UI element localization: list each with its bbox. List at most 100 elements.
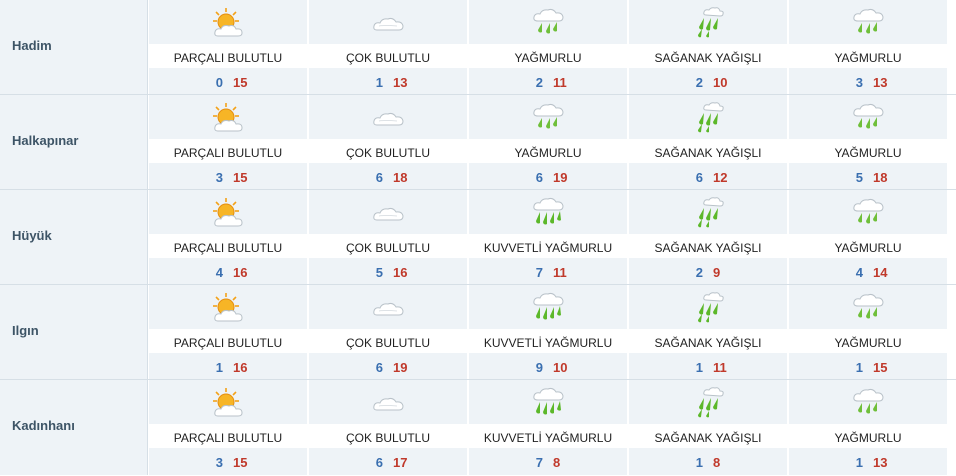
weather-description: PARÇALI BULUTLU [173, 146, 283, 160]
cell-band-bot [309, 448, 467, 475]
city-name[interactable]: Kadınhanı [12, 418, 75, 433]
min-temperature: 1 [695, 455, 703, 470]
cell-band-top [469, 95, 627, 139]
min-temperature: 6 [375, 170, 383, 185]
forecast-cell: YAĞMURLU 4 14 [789, 190, 947, 285]
cell-band-bot [629, 448, 787, 475]
min-temperature: 6 [535, 170, 543, 185]
min-temperature: 1 [855, 360, 863, 375]
max-temperature: 9 [713, 265, 721, 280]
max-temperature: 18 [393, 170, 408, 185]
heavy-rain-icon [530, 291, 566, 325]
partly-cloudy-icon [210, 291, 246, 325]
min-temperature: 5 [855, 170, 863, 185]
max-temperature: 18 [873, 170, 888, 185]
forecast-cell: ÇOK BULUTLU 5 16 [309, 190, 467, 285]
cell-band-top [789, 190, 947, 234]
cell-band-mid [789, 139, 947, 163]
cell-band-top [789, 285, 947, 329]
cloudy-icon [370, 6, 406, 40]
city-name-cell: Kadınhanı [0, 380, 148, 475]
cell-band-top [789, 95, 947, 139]
cell-band-mid [789, 234, 947, 258]
temperature-range: 9 10 [469, 360, 627, 375]
cell-band-mid [629, 329, 787, 353]
temperature-range: 0 15 [149, 75, 307, 90]
cell-band-mid [789, 329, 947, 353]
temperature-range: 1 11 [629, 360, 787, 375]
temperature-range: 6 18 [309, 170, 467, 185]
partly-cloudy-icon [210, 386, 246, 420]
forecast-cell: PARÇALI BULUTLU 1 16 [149, 285, 307, 380]
weather-description: YAĞMURLU [514, 51, 582, 65]
weather-description: SAĞANAK YAĞIŞLI [654, 431, 762, 445]
max-temperature: 16 [393, 265, 408, 280]
cell-band-bot [149, 68, 307, 95]
max-temperature: 19 [553, 170, 568, 185]
city-row: Hüyük PARÇALI BULUTLU 4 16 ÇOK BULUTLU 5 16 KUV… [0, 190, 956, 285]
showers-icon [690, 386, 726, 420]
min-temperature: 9 [535, 360, 543, 375]
min-temperature: 5 [375, 265, 383, 280]
temperature-range: 4 16 [149, 265, 307, 280]
forecast-cell: YAĞMURLU 2 11 [469, 0, 627, 95]
city-name[interactable]: Hüyük [12, 228, 52, 243]
weather-description: YAĞMURLU [514, 146, 582, 160]
city-name[interactable]: Ilgın [12, 323, 39, 338]
max-temperature: 16 [233, 360, 248, 375]
max-temperature: 15 [233, 170, 248, 185]
city-name-cell: Hadim [0, 0, 148, 95]
min-temperature: 6 [375, 360, 383, 375]
temperature-range: 1 16 [149, 360, 307, 375]
weather-description: PARÇALI BULUTLU [173, 51, 283, 65]
min-temperature: 7 [535, 265, 543, 280]
city-name[interactable]: Hadim [12, 38, 52, 53]
cell-band-mid [629, 44, 787, 68]
city-name[interactable]: Halkapınar [12, 133, 79, 148]
weather-description: KUVVETLİ YAĞMURLU [483, 431, 613, 445]
showers-icon [690, 196, 726, 230]
forecast-cell: PARÇALI BULUTLU 3 15 [149, 380, 307, 475]
cloudy-icon [370, 196, 406, 230]
cloudy-icon [370, 386, 406, 420]
heavy-rain-icon [530, 196, 566, 230]
city-name-cell: Halkapınar [0, 95, 148, 190]
row-divider [0, 189, 956, 190]
cell-band-bot [469, 258, 627, 285]
weather-description: SAĞANAK YAĞIŞLI [654, 241, 762, 255]
min-temperature: 0 [215, 75, 223, 90]
forecast-cell: YAĞMURLU 3 13 [789, 0, 947, 95]
cell-band-bot [629, 353, 787, 380]
min-temperature: 3 [215, 170, 223, 185]
cell-band-mid [309, 44, 467, 68]
city-row: Ilgın PARÇALI BULUTLU 1 16 ÇOK BULUTLU 6 19 KUV… [0, 285, 956, 380]
temperature-range: 3 13 [789, 75, 947, 90]
cell-band-top [469, 190, 627, 234]
cell-band-mid [469, 234, 627, 258]
min-temperature: 4 [215, 265, 223, 280]
max-temperature: 8 [553, 455, 561, 470]
min-temperature: 1 [855, 455, 863, 470]
temperature-range: 1 13 [309, 75, 467, 90]
temperature-range: 2 11 [469, 75, 627, 90]
weather-description: YAĞMURLU [834, 51, 902, 65]
min-temperature: 1 [695, 360, 703, 375]
row-divider [0, 94, 956, 95]
showers-icon [690, 101, 726, 135]
cell-band-bot [149, 163, 307, 190]
min-temperature: 6 [375, 455, 383, 470]
heavy-rain-icon [530, 386, 566, 420]
max-temperature: 11 [713, 360, 727, 375]
partly-cloudy-icon [210, 6, 246, 40]
cell-band-bot [309, 353, 467, 380]
temperature-range: 5 18 [789, 170, 947, 185]
min-temperature: 2 [535, 75, 543, 90]
temperature-range: 4 14 [789, 265, 947, 280]
max-temperature: 15 [233, 455, 248, 470]
cell-band-top [789, 380, 947, 424]
forecast-cell: PARÇALI BULUTLU 4 16 [149, 190, 307, 285]
